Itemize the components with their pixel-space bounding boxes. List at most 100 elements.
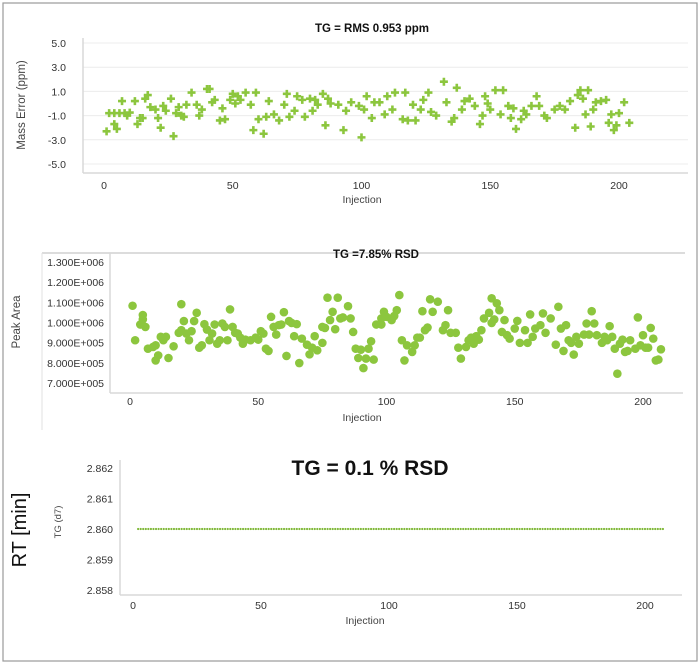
data-point-plus [130,97,139,106]
data-point-plus [154,114,163,123]
data-point-dot [224,527,227,531]
data-point-circle [477,325,486,335]
data-point-circle [151,340,160,350]
data-point-circle [225,305,235,314]
data-point-circle [402,340,412,350]
data-point-dot [477,527,480,531]
data-point-dot [318,527,321,531]
y-tick-label: 1.000E+006 [47,318,104,330]
data-point-dot [492,527,496,531]
data-point-dot [538,527,542,531]
data-point-plus [535,101,544,110]
data-point-plus [275,116,284,125]
data-point-plus [555,101,564,110]
data-point-circle [130,335,140,345]
data-point-dot [574,527,577,531]
data-point-plus [517,115,526,124]
data-point-dot [590,527,593,531]
data-point-circle [128,301,137,311]
data-point-circle [333,293,343,302]
data-point-dot [403,527,406,531]
data-point-circle [279,307,289,317]
data-point-circle [323,293,332,302]
data-point-circle [364,344,373,354]
data-point-plus [560,105,569,114]
data-point-circle [187,326,196,336]
data-point-dot [385,527,388,531]
data-point-dot [559,527,562,531]
data-point-dot [628,527,631,531]
data-point-dot [405,527,409,531]
data-point-plus [195,111,204,120]
data-point-plus [210,95,219,104]
data-point-plus [452,83,461,92]
data-point-plus [221,115,230,124]
data-point-dot [157,527,160,531]
data-point-dot [426,527,429,531]
data-point-plus [442,98,451,107]
data-point-plus [342,106,351,115]
data-point-circle [395,290,404,300]
data-point-circle [220,322,230,332]
data-point-plus [432,111,441,120]
data-point-dot [600,527,603,531]
data-point-dot [257,527,260,531]
data-point-plus [172,109,181,118]
data-point-dot [564,527,567,531]
chart2-title: TG =7.85% RSD [333,249,419,261]
x-tick-label: 0 [101,180,107,192]
data-point-plus [326,99,335,108]
data-point-circle [605,321,614,331]
data-point-circle [320,323,330,333]
mass-error-chart: TG = RMS 0.953 ppm Mass Error (ppm) Inje… [16,23,688,206]
data-point-dot [536,527,539,531]
data-point-circle [456,354,466,363]
data-point-plus [620,98,629,107]
data-point-dot [636,527,639,531]
data-point-dot [349,527,352,531]
data-point-dot [311,527,314,531]
data-point-circle [454,343,463,353]
data-point-circle [184,335,194,345]
data-point-dot [285,527,288,531]
data-point-dot [480,527,483,531]
y-tick-label: 2.858 [87,585,113,597]
data-point-circle [223,335,232,345]
data-point-circle [343,301,353,311]
data-point-plus [241,88,250,97]
data-point-dot [380,527,383,531]
data-point-plus [578,94,587,103]
chart2-ylabel: Peak Area [11,295,23,349]
data-point-plus [625,118,634,127]
data-point-dot [377,527,380,531]
data-point-dot [549,527,552,531]
data-point-dot [195,527,199,531]
data-point-circle [164,353,173,363]
data-point-circle [528,332,538,342]
data-point-plus [146,103,155,112]
data-point-dot [323,527,327,531]
data-point-circle [359,363,368,373]
data-point-dot [303,527,306,531]
data-point-circle [505,334,514,343]
data-point-plus [419,95,428,104]
y-tick-label: 8.000E+005 [47,358,104,370]
data-point-dot [201,527,204,531]
data-point-dot [623,527,626,531]
data-point-circle [474,335,484,344]
data-point-plus [367,114,376,123]
data-point-circle [377,320,386,329]
data-point-plus [465,94,474,103]
data-point-dot [631,527,634,531]
data-point-circle [584,330,594,339]
data-point-dot [308,527,311,531]
data-point-plus [571,123,580,132]
data-point-plus [403,116,412,125]
data-point-plus [159,101,168,110]
data-point-dot [247,527,250,531]
data-point-dot [656,527,659,531]
data-point-dot [272,527,275,531]
data-point-dot [579,527,583,531]
data-point-dot [346,527,350,531]
